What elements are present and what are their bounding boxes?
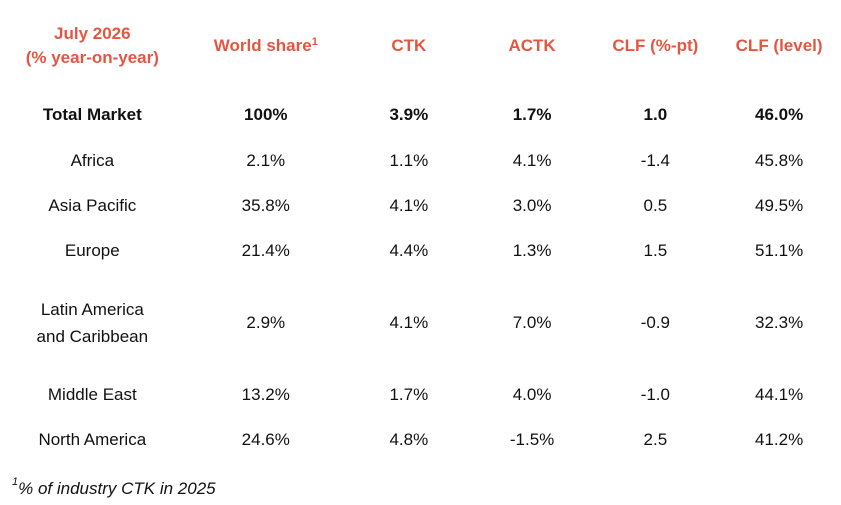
footnote-text: % of industry CTK in 2025 bbox=[18, 479, 216, 498]
data-table-container: July 2026 (% year-on-year) World share1 … bbox=[0, 0, 841, 462]
header-clf-pt: CLF (%-pt) bbox=[612, 36, 699, 55]
ctk-cell: 4.1% bbox=[389, 313, 429, 332]
clf-level-cell: 45.8% bbox=[755, 151, 804, 170]
table-row-latin-america-caribbean: Latin America and Caribbean 2.9% 4.1% 7.… bbox=[0, 273, 841, 372]
world-share-cell: 21.4% bbox=[241, 241, 290, 260]
table-row-asia-pacific: Asia Pacific 35.8% 4.1% 3.0% 0.5 49.5% bbox=[0, 183, 841, 228]
table-row-africa: Africa 2.1% 1.1% 4.1% -1.4 45.8% bbox=[0, 138, 841, 183]
footnote-marker: 1 bbox=[12, 476, 19, 488]
ctk-cell: 1.7% bbox=[389, 385, 429, 404]
clf-level-cell: 41.2% bbox=[755, 430, 804, 449]
region-cell: Europe bbox=[64, 241, 120, 260]
ctk-cell: 4.1% bbox=[389, 196, 429, 215]
ctk-cell: 1.1% bbox=[389, 151, 429, 170]
world-share-cell: 35.8% bbox=[241, 196, 290, 215]
header-clf-level: CLF (level) bbox=[735, 36, 823, 55]
region-cell: Middle East bbox=[47, 385, 137, 404]
region-cell: Asia Pacific bbox=[48, 196, 137, 215]
table-row-europe: Europe 21.4% 4.4% 1.3% 1.5 51.1% bbox=[0, 228, 841, 273]
clf-level-cell: 49.5% bbox=[755, 196, 804, 215]
regional-market-table: July 2026 (% year-on-year) World share1 … bbox=[0, 0, 841, 462]
header-period: July 2026 (% year-on-year) bbox=[0, 0, 185, 90]
header-period-line2: (% year-on-year) bbox=[25, 48, 159, 67]
actk-cell: 7.0% bbox=[512, 313, 552, 332]
clf-pt-cell: -1.4 bbox=[640, 151, 670, 170]
ctk-cell: 4.4% bbox=[389, 241, 429, 260]
region-cell: Latin America and Caribbean bbox=[36, 299, 149, 346]
clf-level-cell: 32.3% bbox=[755, 313, 804, 332]
world-share-cell: 100% bbox=[244, 104, 288, 124]
actk-cell: 4.1% bbox=[512, 151, 552, 170]
clf-pt-cell: -0.9 bbox=[640, 313, 670, 332]
ctk-cell: 3.9% bbox=[389, 104, 429, 124]
world-share-cell: 2.1% bbox=[246, 151, 286, 170]
clf-level-cell: 51.1% bbox=[755, 241, 804, 260]
ctk-cell: 4.8% bbox=[389, 430, 429, 449]
region-cell: North America bbox=[38, 430, 147, 449]
footnote: 1% of industry CTK in 2025 bbox=[12, 476, 216, 499]
region-cell: Total Market bbox=[42, 104, 142, 124]
clf-pt-cell: -1.0 bbox=[640, 385, 670, 404]
world-share-cell: 2.9% bbox=[246, 313, 286, 332]
world-share-cell: 24.6% bbox=[241, 430, 290, 449]
world-share-cell: 13.2% bbox=[241, 385, 290, 404]
clf-level-cell: 46.0% bbox=[755, 104, 804, 124]
header-world-share: World share1 bbox=[185, 0, 347, 90]
actk-cell: 4.0% bbox=[512, 385, 552, 404]
header-ctk: CTK bbox=[391, 36, 427, 55]
header-world-share-footnote-marker: 1 bbox=[311, 36, 318, 48]
actk-cell: 1.7% bbox=[512, 104, 552, 124]
header-row: July 2026 (% year-on-year) World share1 … bbox=[0, 0, 841, 90]
clf-pt-cell: 1.0 bbox=[643, 104, 668, 124]
region-cell: Africa bbox=[70, 151, 115, 170]
table-row-north-america: North America 24.6% 4.8% -1.5% 2.5 41.2% bbox=[0, 417, 841, 462]
actk-cell: 3.0% bbox=[512, 196, 552, 215]
header-actk: ACTK bbox=[508, 36, 556, 55]
clf-pt-cell: 2.5 bbox=[643, 430, 668, 449]
header-period-line1: July 2026 bbox=[54, 24, 131, 43]
actk-cell: 1.3% bbox=[512, 241, 552, 260]
clf-level-cell: 44.1% bbox=[755, 385, 804, 404]
table-row-total-market: Total Market 100% 3.9% 1.7% 1.0 46.0% bbox=[0, 90, 841, 138]
actk-cell: -1.5% bbox=[509, 430, 555, 449]
header-world-share-label: World share bbox=[213, 36, 312, 55]
clf-pt-cell: 1.5 bbox=[643, 241, 668, 260]
table-row-middle-east: Middle East 13.2% 1.7% 4.0% -1.0 44.1% bbox=[0, 372, 841, 417]
clf-pt-cell: 0.5 bbox=[643, 196, 668, 215]
